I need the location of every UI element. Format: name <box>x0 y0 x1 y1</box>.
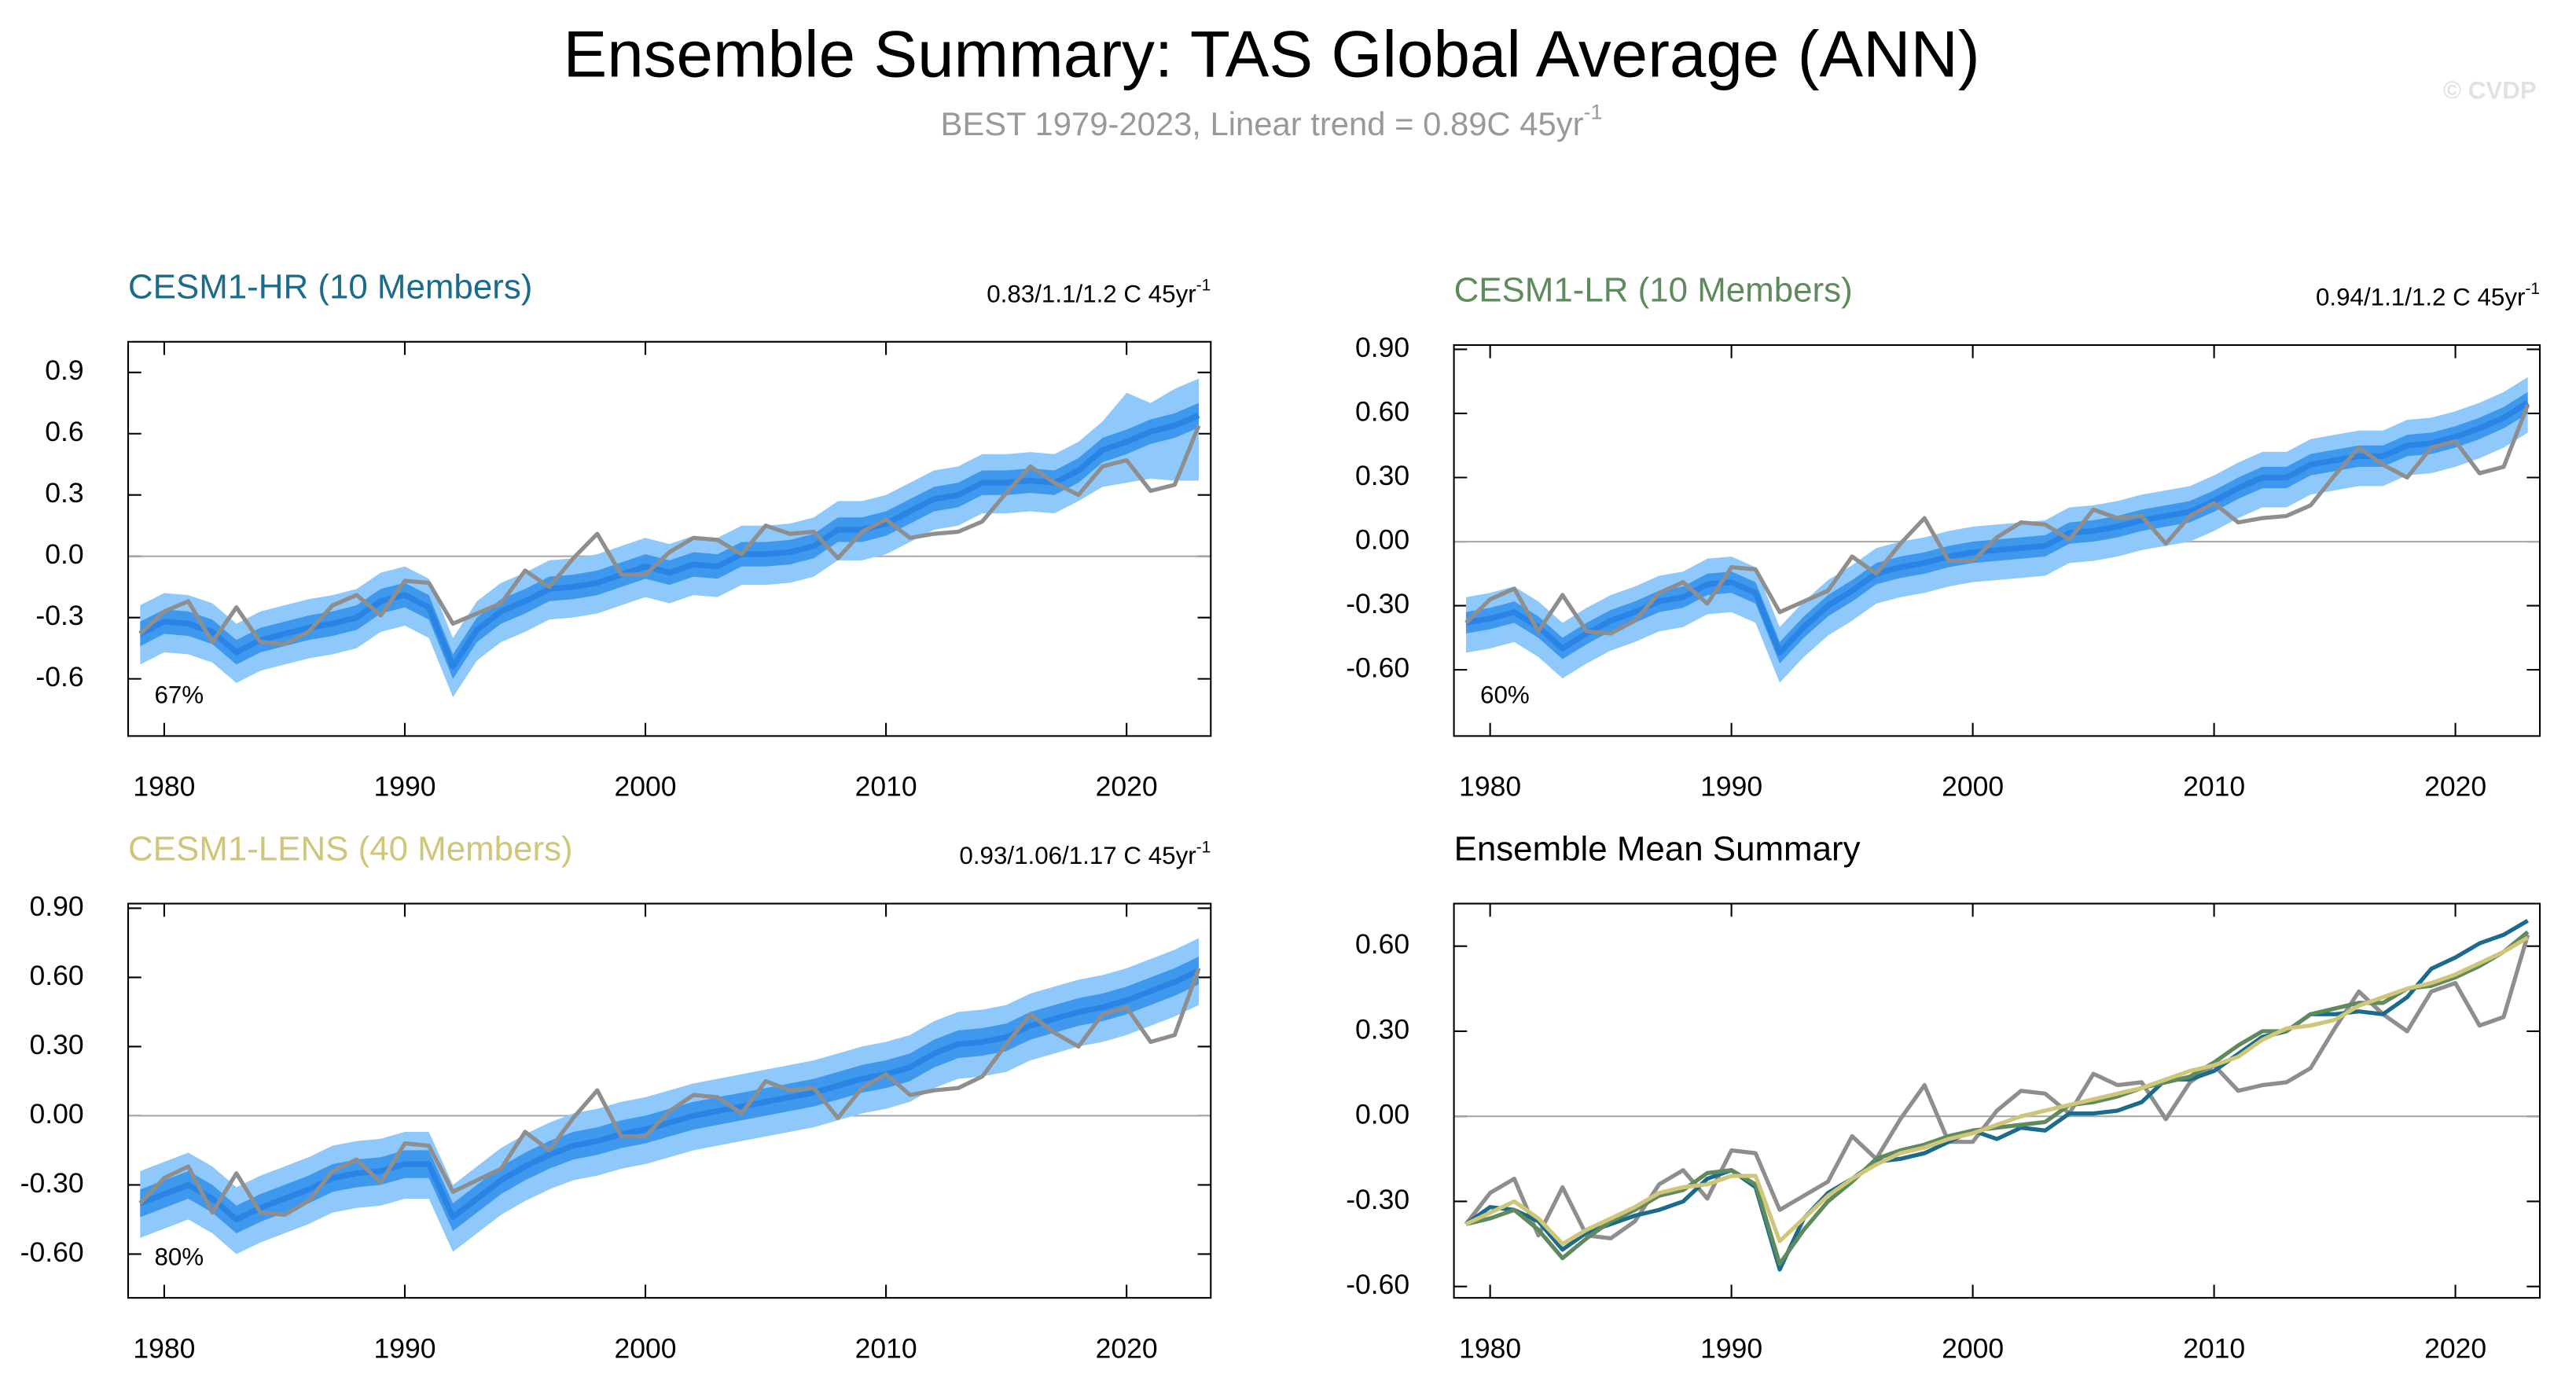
percent-label: 60% <box>1480 681 1530 709</box>
y-tick-label: -0.30 <box>20 1167 84 1199</box>
y-tick-label: 0.3 <box>45 477 83 509</box>
ensemble-mean-line <box>139 968 1200 1223</box>
x-tick-label: 1980 <box>133 771 195 803</box>
y-tick-label: -0.30 <box>1346 1184 1409 1215</box>
spread-band <box>140 402 1199 679</box>
plot-area <box>138 378 1201 697</box>
y-tick-label: 0.60 <box>1355 928 1409 960</box>
y-tick-label: -0.3 <box>35 600 83 631</box>
y-tick-label: -0.30 <box>1346 588 1409 619</box>
figure-subtitle: BEST 1979-2023, Linear trend = 0.89C 45y… <box>941 99 1603 142</box>
x-tick-label: 2020 <box>2424 771 2486 803</box>
panel-title: CESM1-HR (10 Members) <box>128 268 532 307</box>
spread-band <box>1465 391 2528 663</box>
y-tick-label: 0.00 <box>1355 1099 1409 1130</box>
y-tick-label: 0.9 <box>45 355 83 386</box>
plot-area <box>138 938 1201 1255</box>
plot-frame <box>127 902 1212 1299</box>
subtitle-text: BEST 1979-2023, Linear trend = 0.89C 45y… <box>941 105 1584 142</box>
series-line <box>1465 930 2530 1266</box>
x-tick-label: 2010 <box>855 771 917 803</box>
x-tick-label: 1990 <box>373 771 435 803</box>
y-tick-label: 0.30 <box>1355 1013 1409 1045</box>
trend-text: 0.94/1.1/1.2 C 45yr <box>2316 284 2525 311</box>
panel-title: CESM1-LENS (40 Members) <box>128 829 573 868</box>
trend-superscript: -1 <box>1196 838 1211 856</box>
series-line <box>1464 935 2530 1247</box>
trend-superscript: -1 <box>2525 279 2540 297</box>
plot-frame <box>1453 343 2541 737</box>
y-tick-label: -0.60 <box>1346 1269 1409 1300</box>
y-tick-label: 0.00 <box>29 1098 83 1130</box>
x-tick-label: 1990 <box>1700 1332 1762 1364</box>
y-tick-label: 0.00 <box>1355 524 1409 555</box>
x-tick-label: 1980 <box>1459 771 1521 803</box>
figure-title: Ensemble Summary: TAS Global Average (AN… <box>563 17 1979 90</box>
percent-label: 67% <box>154 681 204 709</box>
series-line <box>1464 934 2530 1240</box>
x-tick-label: 2010 <box>2183 1332 2245 1364</box>
y-tick-label: -0.60 <box>1346 652 1409 684</box>
y-tick-label: 0.60 <box>1355 395 1409 427</box>
x-tick-label: 2020 <box>1096 1332 1158 1364</box>
range-band <box>1465 377 2528 683</box>
x-tick-label: 1990 <box>1700 771 1762 803</box>
trend-label: 0.83/1.1/1.2 C 45yr-1 <box>987 276 1211 307</box>
x-tick-label: 1980 <box>133 1332 195 1364</box>
x-tick-label: 2010 <box>2183 771 2245 803</box>
y-tick-label: 0.0 <box>45 538 83 570</box>
observation-line <box>138 424 1201 647</box>
series-line <box>1464 918 2530 1272</box>
y-tick-label: 0.90 <box>1355 332 1409 363</box>
trend-superscript: -1 <box>1196 276 1211 294</box>
x-tick-label: 2020 <box>1096 771 1158 803</box>
y-tick-label: -0.60 <box>20 1236 84 1268</box>
trend-label: 0.93/1.06/1.17 C 45yr-1 <box>959 838 1211 869</box>
plot-frame <box>127 340 1212 737</box>
panel-title: Ensemble Mean Summary <box>1454 829 1861 868</box>
y-tick-label: 0.6 <box>45 416 83 447</box>
observation-line <box>138 967 1201 1218</box>
x-tick-label: 1980 <box>1459 1332 1521 1364</box>
x-tick-label: 2020 <box>2424 1332 2486 1364</box>
panel: CESM1-LENS (40 Members) 0.93/1.06/1.17 C … <box>20 829 1212 1364</box>
plot-area <box>1464 918 2530 1272</box>
x-tick-label: 2010 <box>855 1332 917 1364</box>
x-tick-label: 2000 <box>1942 1332 2004 1364</box>
trend-label: 0.94/1.1/1.2 C 45yr-1 <box>2316 279 2540 310</box>
subtitle-superscript: -1 <box>1584 99 1603 123</box>
y-tick-label: -0.6 <box>35 661 83 692</box>
panel-title: CESM1-LR (10 Members) <box>1454 271 1853 310</box>
x-tick-label: 2000 <box>1942 771 2004 803</box>
y-tick-label: 0.30 <box>1355 460 1409 491</box>
observation-line <box>1464 404 2530 636</box>
percent-label: 80% <box>154 1243 204 1270</box>
x-tick-label: 2000 <box>615 771 677 803</box>
ensemble-mean-line <box>138 412 1200 670</box>
panel: Ensemble Mean Summary -0.60 -0.30 0.00 0.30 0… <box>1346 829 2541 1364</box>
y-tick-label: 0.90 <box>29 891 83 922</box>
credit: © CVDP <box>2443 76 2537 104</box>
panel: CESM1-HR (10 Members) 0.83/1.1/1.2 C 45yr… <box>35 268 1212 803</box>
plot-frame <box>1453 902 2541 1299</box>
x-tick-label: 1990 <box>373 1332 435 1364</box>
trend-text: 0.93/1.06/1.17 C 45yr <box>959 842 1196 869</box>
range-band <box>140 378 1199 697</box>
plot-area <box>1464 377 2530 683</box>
y-tick-label: 0.60 <box>29 960 83 991</box>
x-tick-label: 2000 <box>615 1332 677 1364</box>
y-tick-label: 0.30 <box>29 1029 83 1060</box>
trend-text: 0.83/1.1/1.2 C 45yr <box>987 281 1196 308</box>
panel: CESM1-LR (10 Members) 0.94/1.1/1.2 C 45yr… <box>1346 271 2541 803</box>
